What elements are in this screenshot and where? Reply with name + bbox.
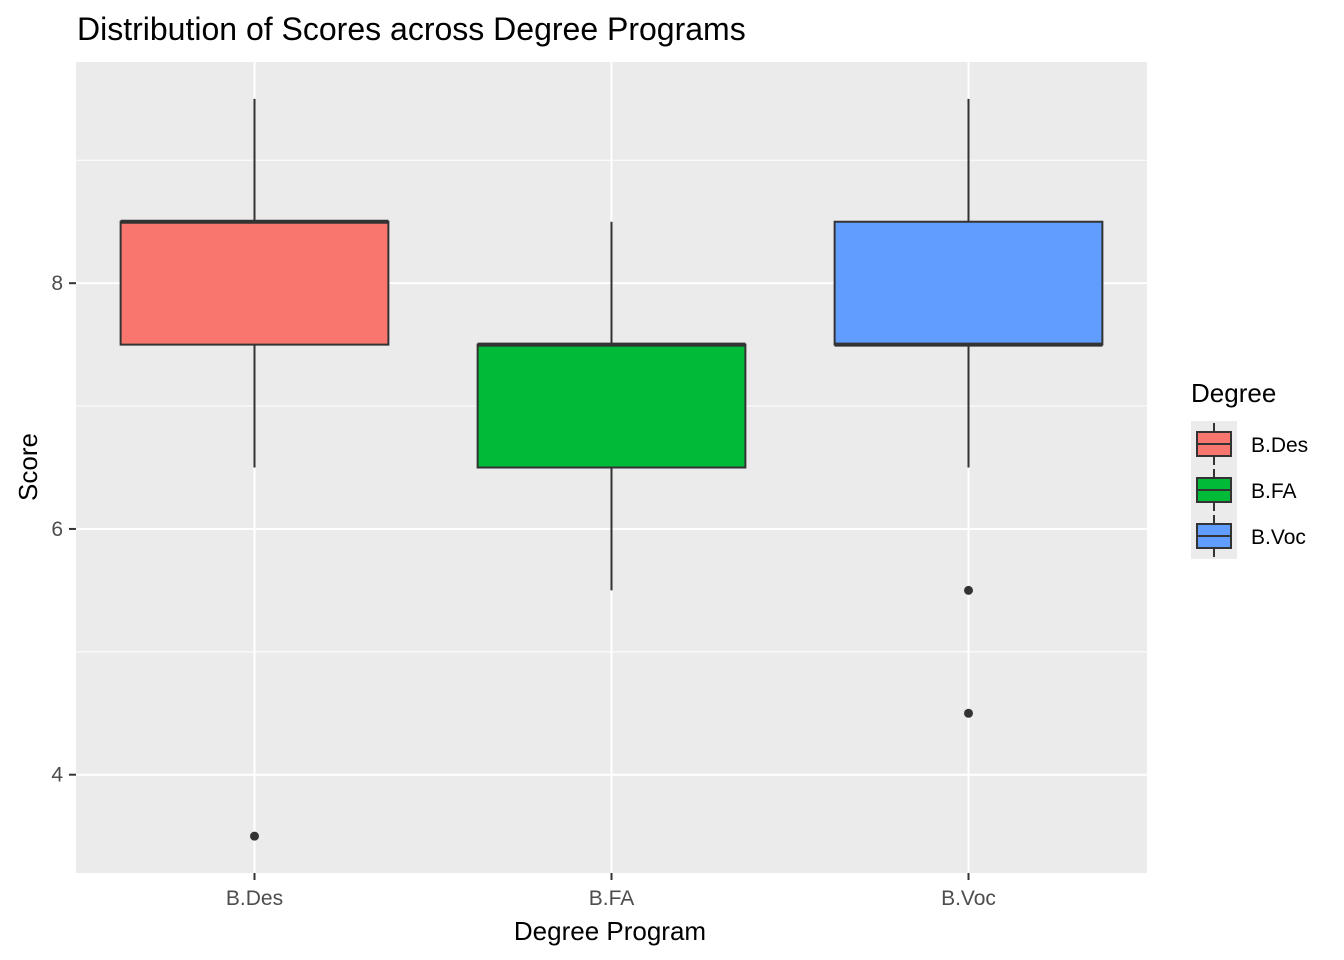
box-body bbox=[833, 220, 1104, 346]
outlier-point bbox=[964, 585, 973, 595]
box-series bbox=[119, 98, 1104, 841]
outlier-point bbox=[250, 831, 259, 841]
legend-item: B.Voc bbox=[1196, 515, 1306, 557]
box-bvoc bbox=[833, 98, 1104, 718]
legend-item: B.FA bbox=[1196, 469, 1297, 511]
x-tick-label: B.Voc bbox=[941, 887, 996, 910]
legend-label: B.Des bbox=[1251, 434, 1308, 457]
y-tick-label: 8 bbox=[51, 272, 63, 295]
y-axis-title: Score bbox=[13, 433, 43, 501]
box-bdes bbox=[119, 98, 390, 841]
box-bfa bbox=[476, 221, 747, 591]
legend: Degree B.Des B.FA B.Voc bbox=[1191, 378, 1308, 559]
box-body bbox=[119, 220, 390, 346]
chart-title: Distribution of Scores across Degree Pro… bbox=[77, 11, 746, 47]
x-tick-label: B.Des bbox=[226, 887, 283, 910]
legend-label: B.FA bbox=[1251, 480, 1297, 503]
legend-title: Degree bbox=[1191, 378, 1276, 408]
x-axis-title: Degree Program bbox=[514, 916, 706, 946]
x-tick-label: B.FA bbox=[589, 887, 635, 910]
x-axis: B.Des B.FA B.Voc bbox=[226, 873, 996, 910]
outlier-point bbox=[964, 708, 973, 718]
legend-label: B.Voc bbox=[1251, 526, 1306, 549]
box-body bbox=[476, 343, 747, 469]
y-tick-label: 6 bbox=[51, 518, 63, 541]
y-axis: 4 6 8 bbox=[51, 272, 76, 787]
legend-item: B.Des bbox=[1196, 423, 1308, 465]
y-tick-label: 4 bbox=[51, 764, 63, 787]
